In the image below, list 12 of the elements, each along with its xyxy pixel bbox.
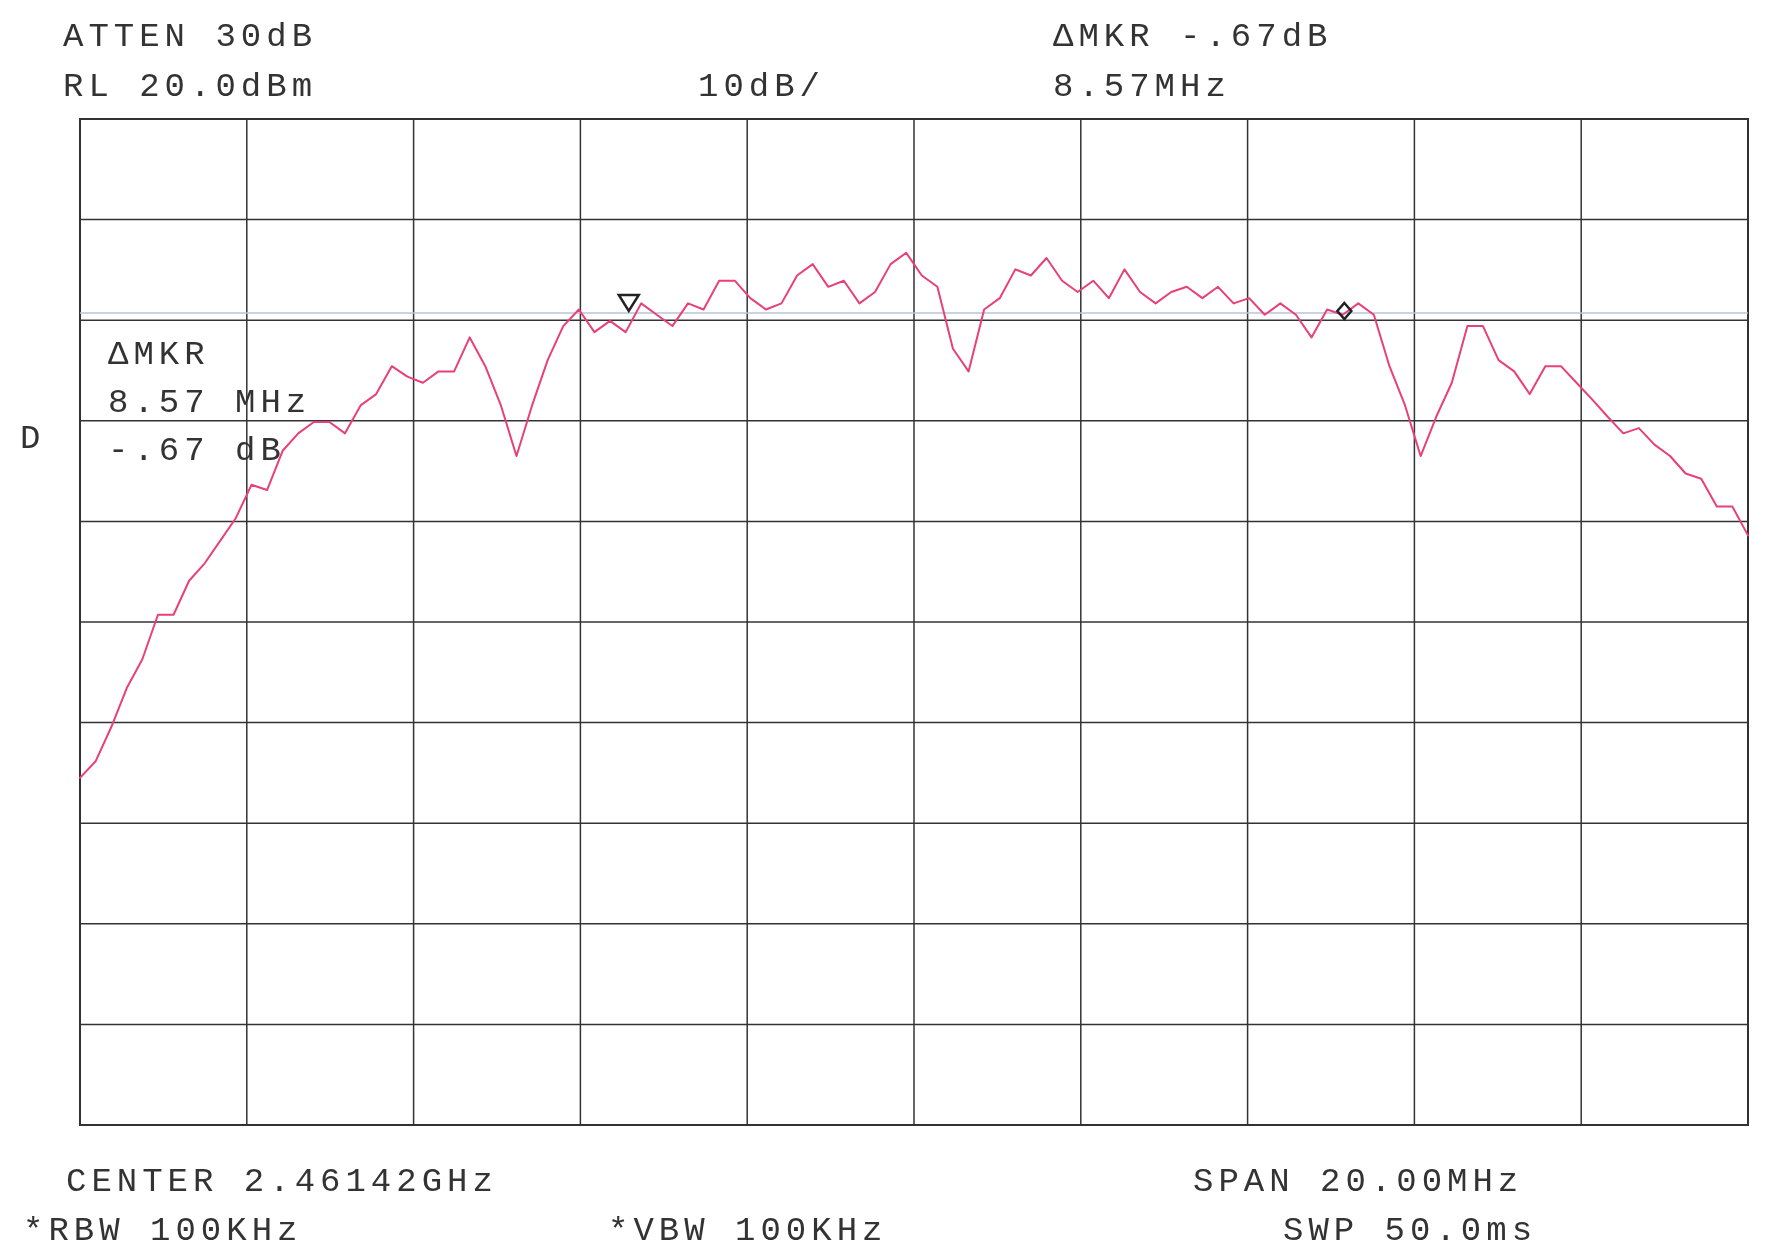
text: 10dB/ [698,68,826,106]
text: *VBW 100KHz [608,1212,888,1250]
text: RL 20.0dBm [63,68,318,106]
text: D [20,420,46,458]
text: ΔMKR -.67dB [1053,18,1333,56]
text: 8.57MHz [1053,68,1231,106]
text: SWP 50.0ms [1283,1212,1538,1250]
text: *RBW 100KHz [23,1212,303,1250]
text: ATTEN 30dB [63,18,318,56]
annotation: ΔMKR [108,336,210,374]
text: SPAN 20.00MHz [1193,1163,1524,1201]
text: CENTER 2.46142GHz [66,1163,498,1201]
